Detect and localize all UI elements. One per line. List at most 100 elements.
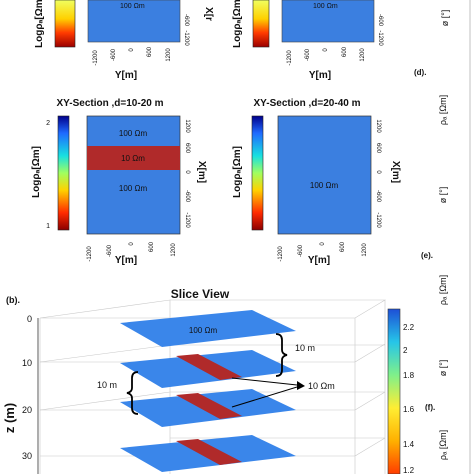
top-left-map — [87, 0, 181, 43]
mid-right-cbar-label: Logρₐ[Ωm] — [232, 146, 243, 198]
cbar-tick-2.2: 2.2 — [403, 323, 415, 332]
mid-left-cbar-tick-1: 1 — [46, 223, 50, 230]
panel-f-label: (f). — [425, 403, 435, 412]
mid-left-band-mid: 10 Ωm — [121, 154, 145, 163]
mid-right-yaxis-label: X[m] — [390, 161, 401, 183]
top-right-cbar-label: Logρₐ[Ωm] — [232, 0, 243, 48]
top-left-colorbar — [54, 0, 76, 48]
tick: 600 — [375, 143, 381, 154]
tick: 1200 — [375, 119, 381, 133]
top-left-cbar-label: Logρₐ[Ωm] — [34, 0, 45, 48]
top-right-panel: Logρₐ[Ωm] 100 Ωm -1200 -600 0 600 1200 -… — [232, 0, 383, 81]
cbar-tick-2: 2 — [403, 346, 408, 355]
tick: 600 — [340, 241, 346, 252]
mid-left-title: XY-Section ,d=10-20 m — [57, 98, 164, 109]
mid-right-panel: XY-Section ,d=20-40 m Logρₐ[Ωm] 100 Ωm -… — [232, 98, 401, 266]
mid-left-xaxis-label: Y[m] — [115, 255, 137, 266]
ztick-20: 20 — [22, 405, 32, 415]
tick: -1200 — [287, 50, 293, 66]
tick: 600 — [342, 46, 348, 57]
tick: -1200 — [184, 212, 190, 228]
tick: -1200 — [278, 246, 284, 262]
tick: 600 — [149, 241, 155, 252]
tick: -1200 — [93, 50, 99, 66]
top-left-xaxis-label: Y[m] — [115, 70, 137, 81]
strip-phi-label-3: ø [°] — [438, 360, 448, 377]
arrow-10ohm-lower — [231, 386, 298, 408]
tick: -600 — [377, 14, 383, 27]
brace-lower — [126, 371, 139, 415]
slice-annot-100ohm: 100 Ωm — [189, 326, 218, 335]
ztick-30: 30 — [22, 451, 32, 461]
strip-rho-label-2: ρₐ [Ωm] — [438, 275, 448, 305]
slice-view-panel: (b). Slice View 0 10 20 30 z (m) — [2, 287, 415, 474]
brace-upper-label: 10 m — [295, 343, 315, 353]
top-right-colorbar — [252, 0, 270, 48]
tick: 1200 — [184, 119, 190, 133]
mid-left-cbar-label: Logρₐ[Ωm] — [31, 146, 42, 198]
tick: 1200 — [171, 243, 177, 257]
tick: 600 — [184, 143, 190, 154]
mid-left-panel: XY-Section ,d=10-20 m 2 1 Logρₐ[Ωm] 100 … — [31, 98, 207, 266]
slice-plate-20m-conductor — [176, 393, 242, 419]
ztick-0: 0 — [27, 314, 32, 324]
tick: -1200 — [375, 212, 381, 228]
tick: 0 — [129, 242, 135, 246]
tick: 0 — [129, 48, 135, 52]
cbar-tick-1.4: 1.4 — [403, 440, 415, 449]
top-left-panel: Logρₐ[Ωm] 100 Ωm -1200 -600 0 600 1200 -… — [34, 0, 214, 81]
tick: -1200 — [377, 30, 383, 46]
tick: 0 — [320, 242, 326, 246]
slice-plate-30m-conductor — [176, 439, 242, 465]
tick: 0 — [323, 48, 329, 52]
mid-left-cbar-tick-2: 2 — [46, 120, 50, 127]
tick: 600 — [147, 46, 153, 57]
mid-left-map — [86, 115, 181, 235]
top-right-annot: 100 Ωm — [313, 3, 338, 10]
tick: 1200 — [362, 243, 368, 257]
tick: -600 — [375, 190, 381, 203]
mid-left-yaxis-label: X[m] — [196, 161, 207, 183]
slice-plate-10m-conductor — [176, 354, 242, 380]
mid-right-xaxis-label: Y[m] — [308, 255, 330, 266]
ztick-10: 10 — [22, 358, 32, 368]
top-right-map — [281, 0, 375, 43]
slice-view-colorbar — [387, 308, 401, 474]
tick: 0 — [184, 170, 190, 174]
tick: -600 — [305, 48, 311, 61]
tick: -600 — [298, 244, 304, 257]
cbar-tick-1.2: 1.2 — [403, 466, 415, 474]
strip-rho-label-3: ρₐ [Ωm] — [438, 430, 448, 460]
brace-upper — [275, 333, 288, 377]
strip-rho-label-1: ρₐ [Ωm] — [438, 95, 448, 125]
annot-10ohm: 10 Ωm — [308, 381, 335, 391]
mid-right-title: XY-Section ,d=20-40 m — [254, 98, 361, 109]
mid-right-map — [277, 115, 372, 235]
tick: -600 — [107, 244, 113, 257]
tick: -1200 — [87, 246, 93, 262]
tick: -1200 — [183, 30, 189, 46]
z-axis-label: z (m) — [2, 403, 17, 433]
tick: 1200 — [360, 48, 366, 62]
tick: -600 — [184, 190, 190, 203]
mid-left-colorbar — [57, 115, 70, 231]
tick: -600 — [183, 14, 189, 27]
slice-view-label: (b). — [6, 295, 20, 305]
right-strip: ø [°] (d). ρₐ [Ωm] ø [°] (e). ρₐ [Ωm] ø … — [414, 0, 471, 474]
top-right-xaxis-label: Y[m] — [309, 70, 331, 81]
strip-phi-label-2: ø [°] — [438, 187, 448, 204]
top-left-annot: 100 Ωm — [120, 3, 145, 10]
mid-right-annot: 100 Ωm — [310, 181, 339, 190]
brace-lower-label: 10 m — [97, 380, 117, 390]
mid-right-colorbar — [251, 115, 264, 231]
strip-phi-label-1: ø [°] — [440, 10, 450, 27]
arrow-head — [297, 381, 305, 390]
arrow-10ohm-upper — [231, 377, 298, 386]
tick: 0 — [375, 170, 381, 174]
cbar-tick-1.8: 1.8 — [403, 371, 415, 380]
mid-left-conductive-band — [87, 146, 180, 170]
mid-left-band-bot: 100 Ωm — [119, 184, 148, 193]
tick: 1200 — [166, 48, 172, 62]
panel-d-label: (d). — [414, 68, 426, 77]
